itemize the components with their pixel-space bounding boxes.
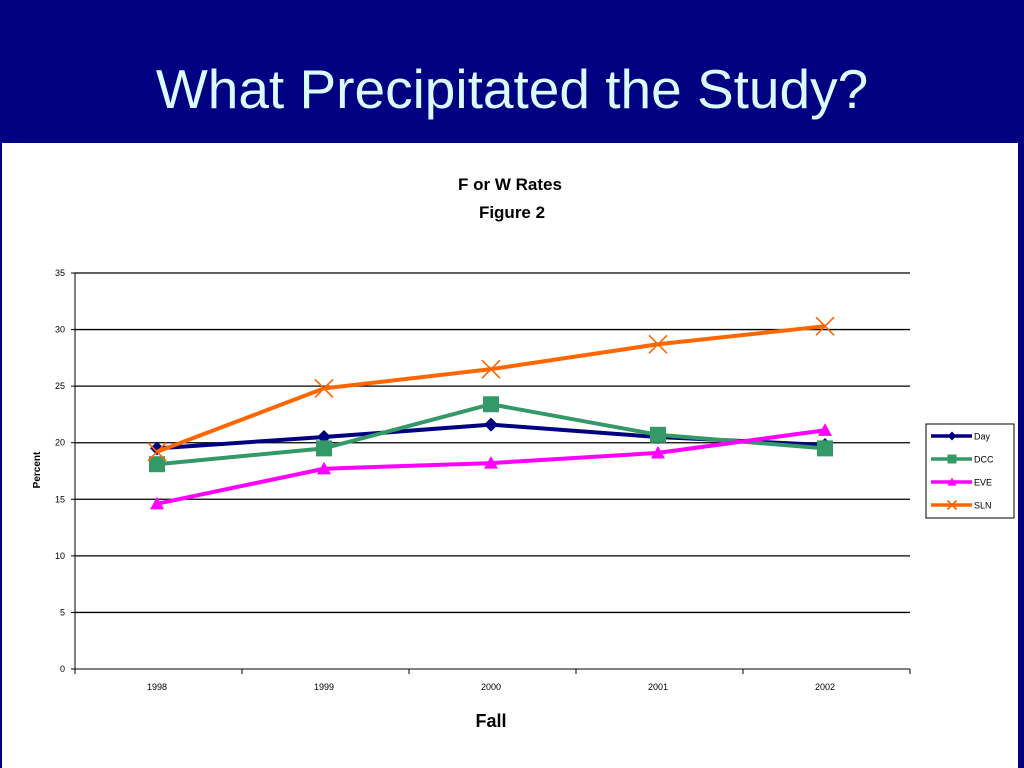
chart-subtitle: Figure 2 bbox=[479, 203, 545, 222]
legend-box bbox=[925, 423, 1015, 519]
data-point-eve bbox=[317, 461, 331, 475]
y-tick-labels: 0 5 10 15 20 25 30 35 bbox=[55, 268, 65, 674]
legend-marker-dcc bbox=[947, 454, 957, 464]
x-tick-label: 1998 bbox=[147, 682, 167, 692]
slide-header: What Precipitated the Study? bbox=[0, 0, 1024, 143]
data-point-eve bbox=[651, 445, 665, 459]
y-tick-label: 0 bbox=[60, 664, 65, 674]
data-point-eve bbox=[150, 496, 164, 510]
legend: Day DCC EVE SLN bbox=[925, 423, 1015, 519]
legend-label: Day bbox=[974, 432, 991, 442]
data-point-dcc bbox=[817, 440, 833, 457]
series-day bbox=[150, 417, 832, 456]
data-point-day bbox=[484, 417, 498, 432]
legend-item-sln: SLN bbox=[931, 499, 992, 511]
chart-title: F or W Rates bbox=[458, 175, 562, 194]
legend-label: DCC bbox=[974, 455, 994, 465]
data-point-dcc bbox=[149, 456, 165, 473]
data-point-sln bbox=[815, 316, 835, 336]
x-tick-label: 2001 bbox=[648, 682, 668, 692]
series-dcc bbox=[149, 396, 833, 473]
y-tick-label: 25 bbox=[55, 381, 65, 391]
legend-label: SLN bbox=[974, 501, 992, 511]
x-tick-label: 1999 bbox=[314, 682, 334, 692]
y-tick-label: 20 bbox=[55, 438, 65, 448]
data-point-eve bbox=[818, 423, 832, 436]
y-tick-label: 10 bbox=[55, 551, 65, 561]
legend-item-day: Day bbox=[931, 431, 991, 442]
y-tick-label: 30 bbox=[55, 325, 65, 335]
legend-label: EVE bbox=[974, 478, 992, 488]
series-sln bbox=[147, 316, 835, 462]
y-tick-label: 35 bbox=[55, 268, 65, 278]
legend-marker-eve bbox=[947, 477, 957, 486]
data-point-dcc bbox=[650, 426, 666, 443]
slide-content bbox=[2, 143, 1018, 768]
x-tick-label: 2000 bbox=[481, 682, 501, 692]
data-point-sln bbox=[481, 359, 501, 379]
axes bbox=[71, 272, 911, 674]
data-point-sln bbox=[314, 378, 334, 398]
data-point-sln bbox=[648, 334, 668, 354]
slide-title: What Precipitated the Study? bbox=[155, 58, 869, 120]
series-group bbox=[147, 316, 835, 510]
legend-item-dcc: DCC bbox=[931, 454, 994, 465]
legend-marker-day bbox=[947, 431, 957, 441]
data-point-eve bbox=[484, 456, 498, 469]
y-axis-label: Percent bbox=[32, 451, 43, 488]
y-tick-label: 15 bbox=[55, 494, 65, 504]
series-eve bbox=[150, 423, 832, 510]
legend-marker-sln bbox=[946, 499, 958, 511]
x-tick-labels: 1998 1999 2000 2001 2002 bbox=[147, 682, 835, 692]
data-point-sln bbox=[147, 442, 167, 462]
data-point-dcc bbox=[483, 396, 499, 413]
x-tick-label: 2002 bbox=[815, 682, 835, 692]
x-axis-label: Fall bbox=[475, 711, 506, 731]
series-line-sln bbox=[156, 324, 826, 454]
legend-item-eve: EVE bbox=[931, 477, 992, 488]
data-point-dcc bbox=[316, 440, 332, 457]
y-tick-label: 5 bbox=[60, 607, 65, 617]
